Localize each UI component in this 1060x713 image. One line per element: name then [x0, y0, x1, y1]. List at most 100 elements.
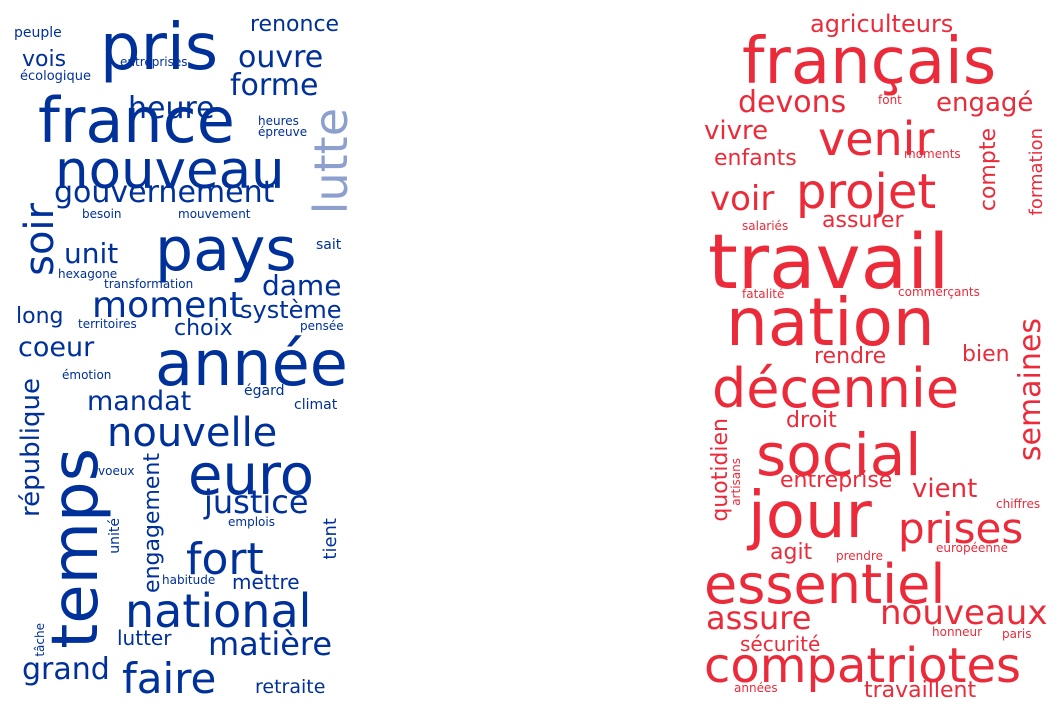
word-left-25: ouvre [238, 40, 324, 75]
word-left-23: choix [174, 316, 233, 341]
word-right-21: social [756, 421, 922, 489]
word-right-10: voir [710, 179, 775, 219]
vword-left-1: soir [17, 203, 63, 276]
vword-left-0: lutte [304, 108, 358, 215]
vword-right-4: artisans [729, 458, 743, 506]
word-right-7: enfants [714, 146, 797, 171]
word-left-14: faire [122, 654, 217, 703]
vword-right-1: formation [1026, 128, 1047, 216]
word-left-12: national [125, 584, 312, 638]
word-left-32: écologique [20, 69, 92, 84]
word-right-4: font [878, 93, 902, 107]
word-left-26: forme [230, 68, 319, 103]
word-right-5: venir [818, 112, 935, 166]
word-left-24: long [16, 304, 64, 329]
word-right-14: fatalité [742, 287, 785, 301]
word-right-34: honneur [932, 625, 983, 639]
word-left-29: vois [22, 47, 67, 72]
word-right-24: chiffres [996, 497, 1041, 511]
word-left-40: territoires [78, 317, 137, 331]
word-left-43: égard [244, 383, 285, 399]
word-left-34: épreuve [258, 125, 308, 139]
word-left-4: pays [155, 215, 297, 285]
word-left-37: sait [316, 237, 342, 253]
word-left-13: matière [208, 625, 333, 663]
word-left-18: mettre [232, 570, 300, 594]
word-right-12: salariés [742, 219, 789, 233]
word-right-32: nouveaux [880, 593, 1048, 633]
word-left-17: lutter [117, 626, 172, 650]
word-left-8: nouvelle [107, 410, 278, 456]
word-right-35: paris [1002, 627, 1032, 641]
word-right-36: compatriotes [704, 638, 1022, 694]
word-right-9: projet [796, 164, 937, 220]
word-right-8: moments [904, 147, 961, 161]
vword-left-4: engagement [140, 453, 165, 593]
word-left-35: besoin [82, 207, 122, 221]
word-left-27: heure [128, 91, 215, 126]
word-right-1: français [742, 25, 997, 99]
word-left-45: voeux [98, 464, 135, 478]
word-left-28: renonce [250, 12, 340, 37]
word-right-33: sécurité [740, 632, 821, 656]
word-left-46: emplois [228, 515, 275, 529]
word-left-11: fort [186, 534, 264, 585]
word-left-30: peuple [14, 25, 62, 41]
vword-left-6: tient [320, 518, 341, 560]
word-cloud-left: pris france nouveau gouvernement pays unit mom… [10, 8, 360, 708]
word-right-18: bien [962, 342, 1010, 367]
word-right-30: essentiel [704, 553, 946, 616]
word-right-28: prendre [836, 549, 883, 563]
word-left-19: mandat [87, 386, 192, 417]
word-left-7: année [155, 327, 348, 400]
word-right-22: entreprise [780, 468, 893, 493]
vword-left-3: temps [39, 448, 113, 649]
word-right-16: nation [726, 284, 935, 361]
word-left-38: hexagone [58, 267, 118, 281]
word-left-5: unit [64, 237, 119, 270]
word-right-17: rendre [814, 344, 887, 369]
word-right-38: années [734, 681, 778, 695]
vword-right-2: semaines [1013, 318, 1048, 462]
word-right-31: assure [706, 599, 812, 637]
word-right-27: agit [770, 540, 813, 565]
word-left-47: habitude [162, 573, 216, 587]
vword-left-7: tâche [33, 623, 47, 657]
word-left-42: émotion [62, 368, 112, 382]
word-left-21: dame [262, 269, 342, 302]
word-left-15: grand [22, 652, 110, 687]
word-left-22: système [240, 296, 342, 324]
word-right-0: agriculteurs [810, 10, 954, 38]
word-left-0: pris [100, 11, 219, 85]
word-left-20: coeur [18, 332, 95, 363]
vword-right-0: compte [976, 128, 1001, 212]
word-right-37: travaillent [864, 678, 977, 703]
word-right-20: droit [786, 408, 837, 433]
word-left-1: france [38, 84, 235, 157]
word-cloud-right: agriculteurs français devons engagé font veni… [698, 8, 1048, 708]
word-right-6: vivre [704, 116, 769, 146]
word-left-9: euro [188, 443, 314, 508]
word-left-44: climat [294, 397, 338, 413]
word-left-33: heures [258, 114, 299, 128]
word-right-26: prises [898, 504, 1024, 553]
word-right-29: européenne [936, 541, 1008, 555]
word-left-16: retraite [255, 676, 326, 698]
word-right-25: jour [748, 479, 872, 553]
word-left-39: transformation [104, 277, 194, 291]
word-left-2: nouveau [55, 140, 285, 201]
word-right-23: vient [912, 474, 978, 504]
word-left-6: moment [92, 285, 244, 326]
word-right-15: commerçants [898, 285, 980, 299]
word-right-2: devons [738, 85, 847, 120]
word-left-36: mouvement [178, 207, 251, 221]
word-right-19: décennie [712, 357, 960, 420]
vword-left-5: unité [107, 518, 123, 554]
word-right-13: travail [708, 217, 950, 306]
word-right-11: assurer [822, 208, 904, 233]
word-left-10: justice [204, 483, 309, 521]
word-left-3: gouvernement [54, 175, 275, 210]
word-left-41: pensée [300, 319, 344, 333]
word-left-31: entreprises [120, 55, 188, 69]
word-right-3: engagé [936, 88, 1034, 118]
